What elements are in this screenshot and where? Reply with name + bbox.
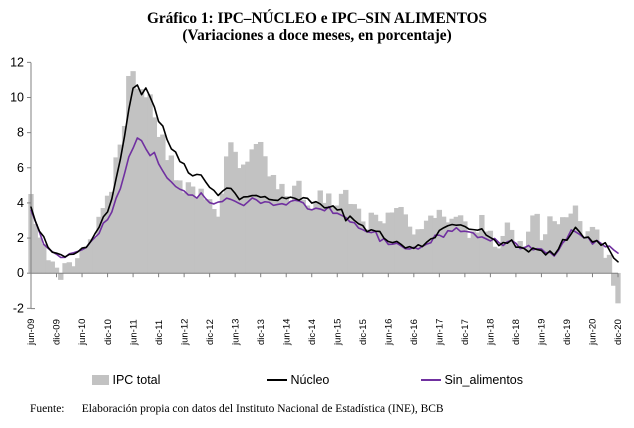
svg-text:jun-11: jun-11 [128,319,139,346]
svg-text:dic-11: dic-11 [154,320,165,345]
svg-text:dic-12: dic-12 [205,319,216,345]
svg-text:jun-17: jun-17 [435,319,446,346]
svg-text:jun-12: jun-12 [179,319,190,346]
svg-text:4: 4 [17,196,24,210]
svg-text:jun-20: jun-20 [588,319,599,346]
svg-text:jun-18: jun-18 [486,319,497,346]
svg-text:dic-15: dic-15 [358,319,369,345]
svg-text:0: 0 [17,266,24,280]
svg-text:dic-10: dic-10 [103,319,114,345]
svg-text:dic-20: dic-20 [613,319,624,345]
svg-text:6: 6 [17,161,24,175]
svg-text:dic-09: dic-09 [52,319,63,345]
svg-text:dic-19: dic-19 [562,319,573,345]
svg-text:jun-09: jun-09 [26,319,37,346]
svg-text:jun-13: jun-13 [230,319,241,346]
svg-text:jun-15: jun-15 [332,319,343,346]
svg-text:-2: -2 [13,301,24,315]
svg-text:jun-10: jun-10 [77,319,88,346]
svg-text:dic-14: dic-14 [307,319,318,345]
svg-text:dic-13: dic-13 [256,319,267,345]
svg-text:dic-18: dic-18 [511,319,522,345]
svg-text:dic-17: dic-17 [460,319,471,345]
svg-text:10: 10 [10,91,24,105]
svg-text:8: 8 [17,126,24,140]
svg-text:jun-16: jun-16 [384,319,395,346]
svg-text:jun-14: jun-14 [281,319,292,346]
svg-text:2: 2 [17,231,24,245]
svg-text:jun-19: jun-19 [537,319,548,346]
svg-text:12: 12 [10,55,24,69]
svg-text:dic-16: dic-16 [409,319,420,345]
